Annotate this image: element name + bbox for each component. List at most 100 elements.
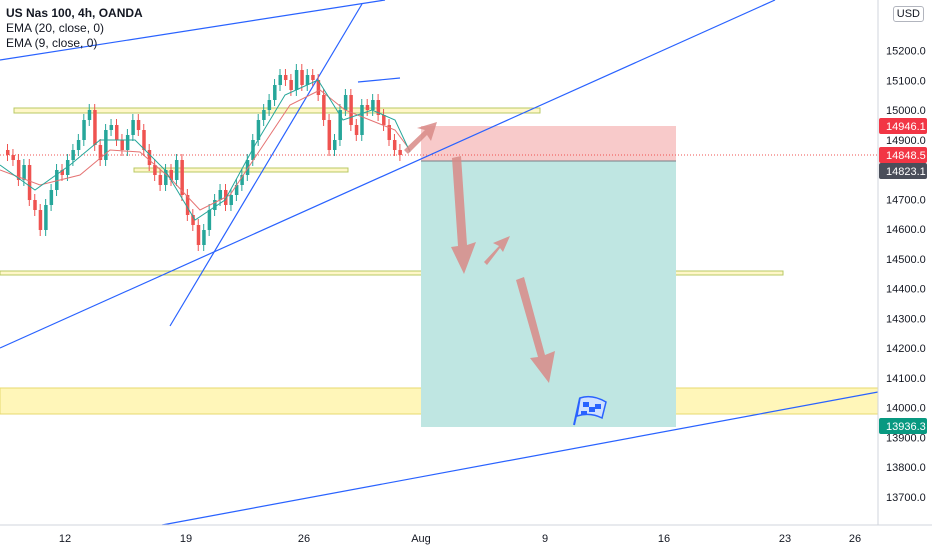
symbol-title[interactable]: US Nas 100, 4h, OANDA (6, 6, 143, 20)
chart-legend: US Nas 100, 4h, OANDA EMA (20, close, 0)… (6, 6, 143, 51)
candle-body (289, 80, 293, 90)
candle-body (109, 125, 114, 130)
candle-body (213, 200, 217, 210)
upper-channel-line[interactable] (0, 0, 386, 61)
price-tag-label: 14823.1 (886, 166, 926, 178)
candle-body (365, 105, 370, 110)
price-tick-label: 14700.0 (886, 194, 926, 206)
time-axis-ticks: 12 19 26 Aug 9 16 23 26 (59, 533, 861, 545)
candle-body (376, 100, 381, 115)
price-tag-label: 13936.3 (886, 421, 926, 433)
candle-body (169, 170, 173, 180)
candle-body (327, 120, 332, 150)
price-tick-label: 14900.0 (886, 135, 926, 147)
price-scale[interactable] (878, 0, 932, 550)
time-tick-label: Aug (411, 533, 431, 545)
price-tick-label: 15100.0 (886, 75, 926, 87)
price-tick-label: 14400.0 (886, 284, 926, 296)
arrow-down-large (451, 156, 476, 274)
candle-body (251, 140, 255, 160)
candle-body (311, 75, 315, 80)
candle-body (33, 200, 37, 210)
currency-button[interactable]: USD (892, 6, 924, 22)
candle-body (278, 75, 282, 85)
candle-body (191, 215, 195, 225)
candle-body (398, 150, 402, 155)
candle-body (218, 190, 223, 200)
candle-body (158, 175, 163, 185)
projection-arrows (404, 122, 555, 383)
stop-loss-zone[interactable] (421, 126, 676, 161)
candle-body (55, 170, 59, 190)
candle-body (343, 95, 348, 110)
candle-body (267, 100, 272, 110)
ema-20-legend[interactable]: EMA (20, close, 0) (6, 21, 105, 35)
price-tick-label: 14100.0 (886, 373, 926, 385)
candle-body (245, 160, 250, 175)
candle-body (120, 140, 124, 150)
price-tags: 14946.1 14848.5 14823.1 13936.3 (879, 118, 927, 434)
candle-body (185, 195, 190, 215)
candle-body (229, 195, 233, 205)
price-tick-label: 13900.0 (886, 432, 926, 444)
candle-body (87, 110, 92, 120)
arrow-up-small (404, 122, 437, 154)
time-tick-label: 23 (779, 533, 791, 545)
candle-body (333, 140, 337, 150)
candle-body (207, 210, 212, 230)
candle-body (322, 95, 326, 120)
candle-body (180, 160, 184, 195)
candle-body (6, 150, 10, 155)
short-top-line[interactable] (357, 77, 401, 83)
price-tag: 14823.1 (879, 163, 927, 179)
ascending-trendline[interactable] (0, 0, 776, 349)
steep-trendline[interactable] (169, 3, 363, 327)
price-axis-ticks: 15200.0 15100.0 15000.0 14900.0 14700.0 14600… (886, 46, 926, 504)
price-tag: 13936.3 (879, 418, 927, 434)
time-tick-label: 26 (849, 533, 861, 545)
candle-body (387, 125, 391, 140)
candle-body (338, 110, 342, 140)
time-tick-label: 12 (59, 533, 71, 545)
candle-body (371, 100, 375, 110)
candle-body (147, 150, 152, 165)
price-tag: 14848.5 (879, 147, 927, 163)
candle-body (142, 130, 146, 150)
candle-body (98, 145, 103, 160)
candle-body (131, 120, 135, 135)
candle-body (44, 205, 48, 230)
arrow-up-secondary (484, 236, 510, 265)
candlesticks[interactable] (6, 64, 402, 251)
candle-body (273, 85, 277, 100)
lower-zone (0, 270, 784, 276)
price-tick-label: 13800.0 (886, 462, 926, 474)
candle-body (38, 210, 43, 230)
price-tick-label: 15200.0 (886, 46, 926, 58)
arrow-down-target (516, 277, 555, 383)
candle-body (294, 70, 299, 90)
candle-body (16, 160, 21, 180)
candle-body (202, 230, 206, 245)
ema-20-line (0, 89, 411, 211)
trendlines[interactable] (0, 0, 879, 526)
candle-body (360, 105, 364, 135)
candle-body (65, 160, 70, 175)
price-tick-label: 13700.0 (886, 492, 926, 504)
candle-body (300, 70, 304, 85)
lower-channel-line[interactable] (161, 391, 879, 526)
candle-body (256, 120, 261, 140)
candle-body (60, 170, 64, 175)
price-tag: 14946.1 (879, 118, 927, 134)
candle-body (76, 140, 81, 150)
candle-body (22, 165, 26, 180)
price-tick-label: 14600.0 (886, 224, 926, 236)
ema-9-legend[interactable]: EMA (9, close, 0) (6, 36, 98, 50)
candle-body (349, 95, 353, 125)
price-tick-label: 14300.0 (886, 313, 926, 325)
candle-body (382, 115, 386, 125)
candle-body (115, 125, 119, 140)
ema-9-line (0, 79, 411, 221)
candle-body (82, 120, 86, 140)
candle-body (49, 190, 54, 205)
